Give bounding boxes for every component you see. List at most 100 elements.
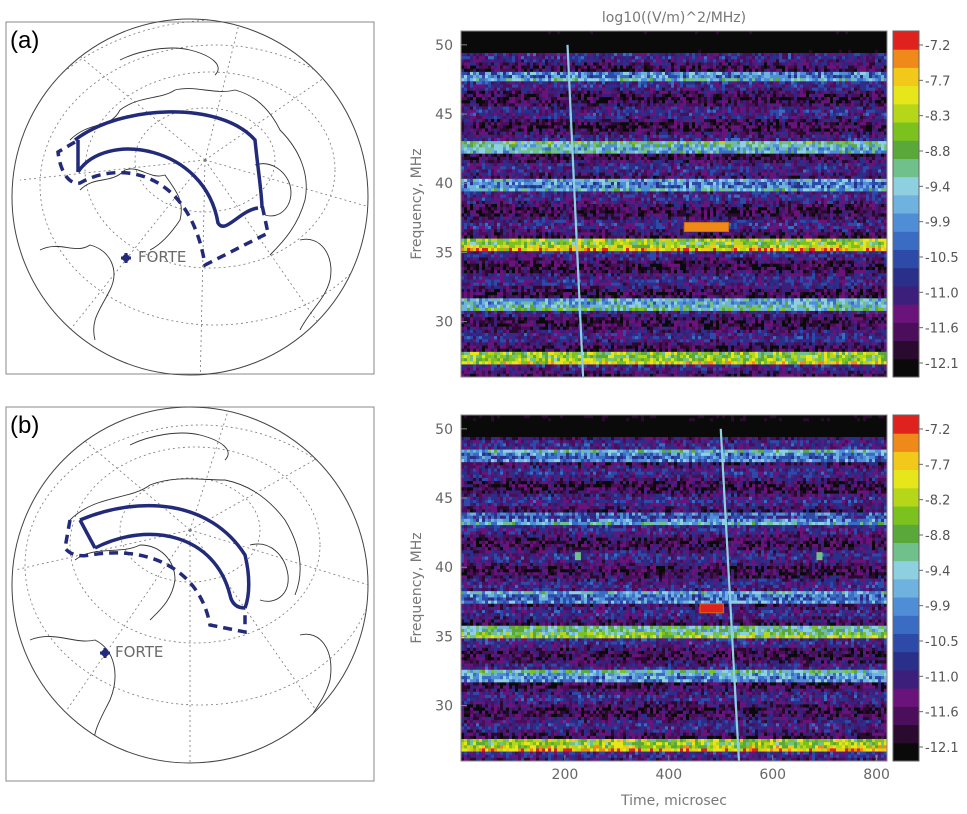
heatmap-cell	[560, 34, 563, 38]
heatmap-cell	[746, 34, 749, 38]
heatmap-cell	[653, 31, 656, 35]
heatmap-cell	[686, 40, 689, 44]
heatmap-cell	[755, 53, 758, 57]
heatmap-cell	[665, 59, 668, 63]
heatmap-cell	[692, 37, 695, 41]
heatmap-cell	[689, 31, 692, 35]
heatmap-cell	[680, 59, 683, 63]
heatmap-cell	[713, 44, 716, 48]
heatmap-cell	[779, 37, 782, 41]
heatmap-cell	[518, 66, 521, 70]
heatmap-cell	[482, 56, 485, 60]
heatmap-cell	[812, 62, 815, 66]
heatmap-cell	[539, 50, 542, 54]
heatmap-cell	[545, 47, 548, 51]
heatmap-cell	[752, 50, 755, 54]
heatmap-cell	[482, 37, 485, 41]
heatmap-cell	[503, 40, 506, 44]
heatmap-cell	[623, 62, 626, 66]
heatmap-cell	[512, 34, 515, 38]
heatmap-cell	[632, 40, 635, 44]
heatmap-cell	[800, 56, 803, 60]
heatmap-cell	[557, 59, 560, 63]
heatmap-cell	[509, 56, 512, 60]
heatmap-cell	[539, 62, 542, 66]
heatmap-cell	[581, 37, 584, 41]
heatmap-cell	[584, 34, 587, 38]
heatmap-cell	[737, 50, 740, 54]
heatmap-cell	[866, 56, 869, 60]
heatmap-cell	[509, 34, 512, 38]
heatmap-cell	[716, 34, 719, 38]
heatmap-cell	[623, 37, 626, 41]
heatmap-cell	[611, 40, 614, 44]
heatmap-cell	[485, 62, 488, 66]
heatmap-cell	[503, 44, 506, 48]
heatmap-cell	[791, 37, 794, 41]
heatmap-cell	[872, 59, 875, 63]
heatmap-cell	[473, 66, 476, 70]
heatmap-cell	[647, 50, 650, 54]
heatmap-cell	[674, 47, 677, 51]
heatmap-cell	[518, 62, 521, 66]
heatmap-cell	[521, 62, 524, 66]
heatmap-cell	[722, 53, 725, 57]
heatmap-cell	[869, 59, 872, 63]
heatmap-cell	[722, 56, 725, 60]
heatmap-cell	[638, 62, 641, 66]
heatmap-cell	[599, 59, 602, 63]
heatmap-cell	[764, 50, 767, 54]
heatmap-cell	[533, 53, 536, 57]
heatmap-cell	[512, 47, 515, 51]
heatmap-cell	[602, 34, 605, 38]
heatmap-cell	[836, 59, 839, 63]
heatmap-cell	[815, 34, 818, 38]
heatmap-cell	[485, 37, 488, 41]
heatmap-cell	[467, 37, 470, 41]
heatmap-cell	[512, 44, 515, 48]
heatmap-cell	[842, 62, 845, 66]
heatmap-cell	[614, 44, 617, 48]
heatmap-cell	[785, 56, 788, 60]
heatmap-cell	[650, 56, 653, 60]
heatmap-cell	[746, 59, 749, 63]
heatmap-cell	[839, 34, 842, 38]
heatmap-cell	[488, 34, 491, 38]
heatmap-cell	[797, 37, 800, 41]
heatmap-cell	[623, 44, 626, 48]
heatmap-cell	[578, 62, 581, 66]
heatmap-cell	[722, 34, 725, 38]
heatmap-cell	[536, 59, 539, 63]
heatmap-cell	[716, 62, 719, 66]
heatmap-cell	[632, 59, 635, 63]
heatmap-cell	[770, 56, 773, 60]
heatmap-cell	[551, 62, 554, 66]
heatmap-cell	[821, 62, 824, 66]
heatmap-cell	[689, 47, 692, 51]
heatmap-cell	[842, 56, 845, 60]
heatmap-cell	[827, 47, 830, 51]
heatmap-cell	[809, 40, 812, 44]
heatmap-cell	[473, 37, 476, 41]
heatmap-cell	[725, 34, 728, 38]
heatmap-cell	[704, 34, 707, 38]
heatmap-cell	[731, 31, 734, 35]
heatmap-cell	[629, 59, 632, 63]
heatmap-cell	[497, 56, 500, 60]
heatmap-cell	[560, 37, 563, 41]
heatmap-cell	[467, 59, 470, 63]
heatmap-cell	[794, 47, 797, 51]
heatmap-cell	[491, 44, 494, 48]
heatmap-cell	[815, 53, 818, 57]
heatmap-cell	[722, 50, 725, 54]
heatmap-cell	[842, 40, 845, 44]
heatmap-cell	[644, 47, 647, 51]
heatmap-cell	[479, 44, 482, 48]
heatmap-cell	[674, 50, 677, 54]
heatmap-cell	[752, 59, 755, 63]
heatmap-cell	[641, 62, 644, 66]
heatmap-cell	[659, 44, 662, 48]
heatmap-cell	[815, 62, 818, 66]
heatmap-cell	[800, 31, 803, 35]
heatmap-cell	[665, 44, 668, 48]
